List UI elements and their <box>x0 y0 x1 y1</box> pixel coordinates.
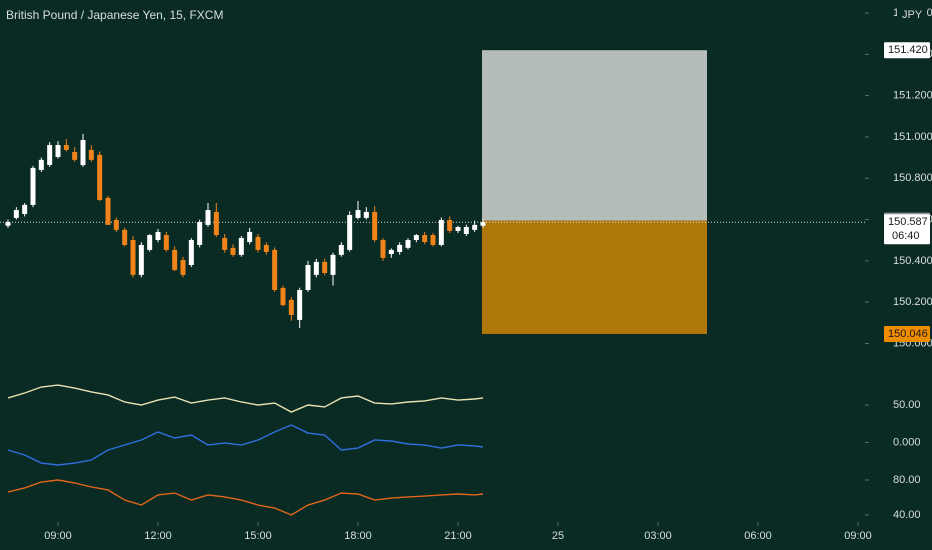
candle-body <box>180 260 186 275</box>
currency-label: JPY <box>902 9 923 21</box>
candle-body <box>247 231 253 243</box>
candle-body <box>438 219 444 245</box>
target-label: 151.420 <box>888 44 928 56</box>
y-tick-label: 150.200 <box>893 296 932 308</box>
candle-body <box>113 219 119 230</box>
y-tick-label: 80.00 <box>893 474 921 486</box>
candle-body <box>405 240 411 248</box>
countdown-label: 06:40 <box>892 230 920 242</box>
candle-body <box>205 210 211 225</box>
candle-body <box>38 159 44 170</box>
candle-body <box>397 244 403 252</box>
currency-box <box>897 5 927 23</box>
chart-title: British Pound / Japanese Yen, 15, FXCM <box>6 8 223 22</box>
candle-body <box>80 140 86 166</box>
time-axis <box>0 522 932 550</box>
x-tick-label: 15:00 <box>244 530 272 542</box>
candle-body <box>272 249 278 290</box>
x-tick-label: 25 <box>552 530 564 542</box>
candle-body <box>363 211 369 218</box>
candle-body <box>13 210 19 218</box>
candle-body <box>213 211 219 236</box>
candle-body <box>222 237 228 250</box>
indicator-line <box>7 424 484 466</box>
candle-body <box>305 264 311 290</box>
candle-body <box>155 231 161 240</box>
y-tick-label: 151.000 <box>893 131 932 143</box>
stop-zone <box>482 220 707 334</box>
candle-body <box>30 167 36 205</box>
plot-area <box>0 50 865 516</box>
candle-body <box>338 244 344 255</box>
candle-body <box>5 222 11 226</box>
candle-body <box>313 261 319 275</box>
candle-body <box>47 144 53 166</box>
candle-body <box>130 240 136 275</box>
candle-body <box>388 249 394 255</box>
x-tick-label: 09:00 <box>844 530 872 542</box>
x-tick-label: 12:00 <box>144 530 172 542</box>
candle-body <box>72 152 78 160</box>
candle-body <box>472 224 478 230</box>
x-tick-label: 18:00 <box>344 530 372 542</box>
x-tick-label: 06:00 <box>744 530 772 542</box>
y-tick-label: 40.00 <box>893 509 921 521</box>
candle-body <box>188 240 194 265</box>
price-axis <box>865 0 932 550</box>
x-tick-label: 21:00 <box>444 530 472 542</box>
candle-body <box>280 287 286 306</box>
x-tick-label: 03:00 <box>644 530 672 542</box>
candle-body <box>288 299 294 315</box>
last-price-label: 150.587 <box>888 216 928 228</box>
candle-body <box>138 244 144 275</box>
candle-body <box>122 229 128 245</box>
candle-body <box>480 222 486 226</box>
y-tick-label: 151.200 <box>893 90 932 102</box>
stop-label: 150.046 <box>888 328 928 340</box>
candle-body <box>197 222 203 245</box>
candle-body <box>255 236 261 250</box>
candle-body <box>88 149 94 160</box>
candle-body <box>63 144 69 150</box>
target-label-box <box>884 42 930 59</box>
candle-body <box>263 244 269 252</box>
candle-body <box>380 240 386 258</box>
candle-body <box>97 154 103 200</box>
y-tick-label: 0.000 <box>893 436 921 448</box>
candle-body <box>163 235 169 250</box>
target-zone <box>482 50 707 221</box>
candle-body <box>22 204 28 214</box>
candle-body <box>430 235 436 245</box>
indicator-line <box>7 384 484 413</box>
y-tick-label: 50.00 <box>893 399 921 411</box>
candle-body <box>422 235 428 243</box>
candle-body <box>330 254 336 275</box>
last-price-box <box>884 214 930 245</box>
stop-label-box <box>884 325 930 342</box>
candle-body <box>172 249 178 270</box>
candle-body <box>55 144 61 157</box>
indicator-line <box>7 479 484 516</box>
candle-body <box>238 237 244 255</box>
y-tick-label: 150.400 <box>893 255 932 267</box>
x-tick-label: 09:00 <box>44 530 72 542</box>
candle-body <box>447 219 453 231</box>
candle-body <box>413 235 419 240</box>
candle-body <box>355 210 361 218</box>
candle-body <box>105 197 111 225</box>
candle-body <box>347 215 353 250</box>
candle-body <box>322 261 328 274</box>
candle-body <box>372 211 378 240</box>
candle-body <box>463 226 469 235</box>
y-tick-label: 150.800 <box>893 172 932 184</box>
candle-body <box>147 235 153 250</box>
candle-body <box>230 247 236 255</box>
candle-body <box>297 289 303 320</box>
candle-body <box>455 226 461 231</box>
